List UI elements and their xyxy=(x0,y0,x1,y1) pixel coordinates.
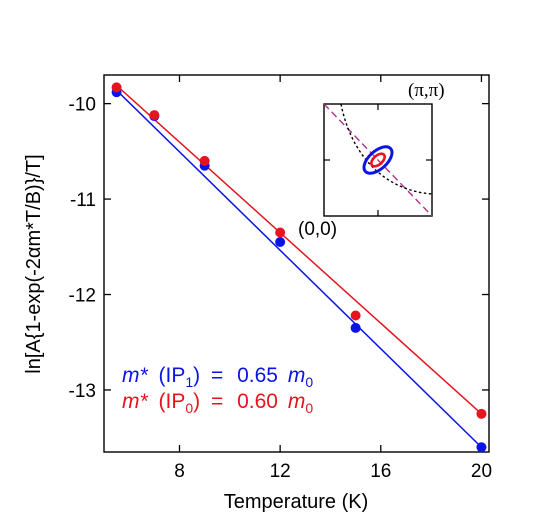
data-point-series-1 xyxy=(199,155,210,166)
axis-ticks: 8 12 16 20 -10 -11 -12 -13 xyxy=(69,75,492,482)
plot-frame xyxy=(103,74,490,453)
x-tick-label: 20 xyxy=(471,461,492,482)
data-point-series-0 xyxy=(350,322,361,333)
legend-ip0-eq: = xyxy=(211,390,223,413)
legend-ip0-unit: m xyxy=(288,390,306,413)
data-point-series-1 xyxy=(111,82,122,93)
legend-ip0-unit-sub: 0 xyxy=(305,400,313,416)
data-point-series-1 xyxy=(275,227,286,238)
legend-ip1-unit: m xyxy=(288,364,306,387)
fit-line-series-1 xyxy=(116,84,482,415)
legend-ip1-close: ) xyxy=(193,364,200,387)
data-point-series-1 xyxy=(476,408,487,419)
y-tick-label: -13 xyxy=(69,381,96,402)
legend-entry-ip0: m* (IP0) = 0.60 m0 xyxy=(122,390,313,416)
fit-line-series-0 xyxy=(116,89,482,448)
inset-brillouin-zone: (π,π) (0,0) xyxy=(298,80,445,240)
inset-pocket-ip0 xyxy=(370,152,386,168)
inset-label-pi-pi: (π,π) xyxy=(408,80,445,101)
legend-ip1-val: 0.65 xyxy=(237,364,278,387)
x-tick-label: 12 xyxy=(270,461,291,482)
y-tick-label: -10 xyxy=(69,95,96,116)
data-point-series-1 xyxy=(149,110,160,121)
inset-label-origin: (0,0) xyxy=(298,219,337,240)
legend-ip1-mstar: m* xyxy=(122,364,148,387)
y-tick-label: -12 xyxy=(69,286,96,307)
fit-lines xyxy=(116,84,482,448)
x-tick-label: 8 xyxy=(174,461,185,482)
inset-pocket-ip1 xyxy=(362,145,394,175)
legend-ip0-sub: 0 xyxy=(185,400,193,416)
x-axis-title: Temperature (K) xyxy=(224,491,369,513)
data-point-series-1 xyxy=(350,310,361,321)
legend-ip1-ip: (IP xyxy=(159,364,186,387)
data-point-series-0 xyxy=(275,237,286,248)
legend-ip1-sub: 1 xyxy=(185,374,193,390)
y-tick-label: -11 xyxy=(70,190,96,211)
legend-entry-ip1: m* (IP1) = 0.65 m0 xyxy=(122,364,313,390)
y-axis-title: ln[A{1-exp(-2αm*T/B)}/T] xyxy=(23,154,45,373)
inset-zone-diagonal xyxy=(324,104,432,216)
legend-ip0-val: 0.60 xyxy=(237,390,278,413)
data-points xyxy=(111,82,487,453)
legend-ip1-unit-sub: 0 xyxy=(305,374,313,390)
legend-ip0-ip: (IP xyxy=(159,390,186,413)
inset-fermi-surface xyxy=(340,104,432,195)
legend-ip0-mstar: m* xyxy=(122,390,148,413)
legend-ip1-eq: = xyxy=(211,364,223,387)
legend-ip0-close: ) xyxy=(193,390,200,413)
x-tick-label: 16 xyxy=(370,461,391,482)
data-point-series-0 xyxy=(476,442,487,453)
